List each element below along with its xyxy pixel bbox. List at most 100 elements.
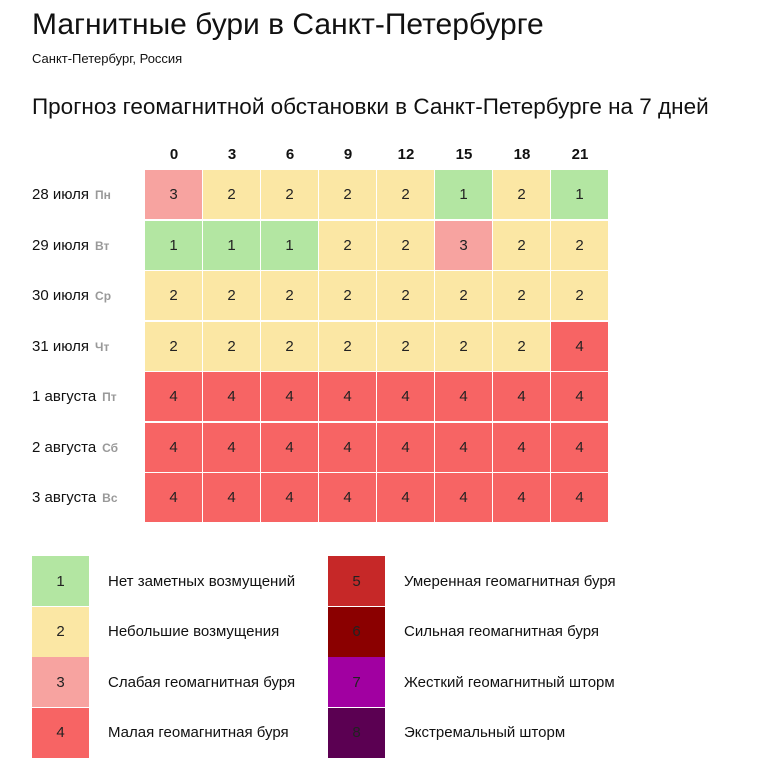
day-label: 29 июля Вт [32,221,109,271]
day-label: 31 июля Чт [32,322,109,372]
legend-swatch: 1 [32,556,89,606]
legend-item: 7 Жесткий геомагнитный шторм [328,657,615,707]
day-date: 2 августа [32,438,97,456]
legend-swatch: 7 [328,657,385,707]
heatmap-cell: 2 [203,271,260,320]
heatmap-cell: 2 [377,220,434,270]
heatmap-cell: 4 [145,473,202,522]
legend-swatch: 3 [32,657,89,707]
day-date: 28 июля [32,186,90,203]
heatmap-cell: 4 [261,473,318,522]
legend-swatch: 6 [328,606,385,657]
legend-swatch: 5 [328,556,385,606]
heatmap-cell: 4 [551,422,608,472]
heatmap-cell: 1 [435,170,492,219]
day-of-week: Вт [95,238,110,253]
heatmap-cell: 2 [261,271,318,320]
day-of-week: Ср [95,289,112,303]
day-date: 29 июля [32,236,90,254]
day-of-week: Пт [102,390,117,404]
legend-item: 5 Умеренная геомагнитная буря [328,556,616,606]
legend-label: Слабая геомагнитная буря [108,673,296,691]
heatmap-cell: 4 [377,422,434,472]
heatmap-cell: 4 [203,372,260,421]
heatmap-cell: 4 [493,422,550,472]
heatmap-cell: 2 [493,220,550,270]
heatmap-cell: 4 [493,372,550,421]
heatmap-cell: 1 [551,170,608,219]
day-date: 30 июля [32,287,90,304]
heatmap-cell: 2 [261,170,318,219]
legend-item: 1 Нет заметных возмущений [32,556,295,606]
heatmap-cell: 4 [203,473,260,522]
day-date: 1 августа [32,388,97,405]
heatmap-cell: 2 [493,321,550,371]
legend-item: 3 Слабая геомагнитная буря [32,657,295,707]
legend-swatch: 2 [32,606,89,657]
legend-swatch: 8 [328,707,385,758]
heatmap-cell: 2 [493,271,550,320]
heatmap-cell: 2 [377,170,434,219]
location-label: Санкт-Петербург, Россия [32,51,183,66]
heatmap-cell: 2 [435,321,492,371]
legend-swatch: 4 [32,707,89,758]
heatmap-cell: 4 [435,372,492,421]
heatmap-cell: 4 [261,422,318,472]
day-label: 2 августа Сб [32,423,118,473]
heatmap-cell: 3 [145,170,202,219]
heatmap-cell: 2 [377,321,434,371]
legend-label: Сильная геомагнитная буря [404,623,599,640]
legend-item: 8 Экстремальный шторм [328,707,566,758]
heatmap-cell: 4 [493,473,550,522]
heatmap-cell: 2 [203,321,260,371]
heatmap-cell: 4 [145,372,202,421]
heatmap-cell: 2 [377,271,434,320]
legend-item: 4 Малая геомагнитная буря [32,707,289,758]
heatmap-cell: 2 [551,271,608,320]
hour-header: 3 [227,146,237,163]
day-label: 3 августа Вс [32,473,118,523]
heatmap-cell: 2 [145,271,202,320]
heatmap-cell: 2 [319,321,376,371]
heatmap-cell: 2 [319,220,376,270]
hour-header: 9 [343,146,353,163]
hour-header: 12 [397,146,415,163]
heatmap-cell: 4 [377,372,434,421]
heatmap-cell: 1 [145,220,202,270]
day-label: 30 июля Ср [32,271,111,321]
heatmap-cell: 2 [319,170,376,219]
heatmap-cell: 3 [435,220,492,270]
legend-label: Малая геомагнитная буря [108,724,289,741]
heatmap-cell: 4 [551,321,608,371]
legend-label: Жесткий геомагнитный шторм [404,673,615,691]
day-of-week: Сб [102,440,119,455]
heatmap-cell: 2 [551,220,608,270]
hour-header: 0 [169,146,179,163]
hour-header: 6 [285,146,295,163]
legend-label: Умеренная геомагнитная буря [404,572,616,590]
heatmap-cell: 2 [493,170,550,219]
day-date: 3 августа [32,489,97,506]
legend-item: 6 Сильная геомагнитная буря [328,606,599,657]
heatmap-cell: 2 [203,170,260,219]
heatmap-cell: 2 [435,271,492,320]
hour-header: 18 [513,146,531,163]
heatmap-cell: 2 [145,321,202,371]
hour-header: 21 [571,146,589,163]
legend-label: Экстремальный шторм [404,724,566,741]
legend-label: Нет заметных возмущений [108,572,296,590]
heatmap-cell: 4 [203,422,260,472]
day-of-week: Чт [95,339,110,354]
heatmap-cell: 1 [261,220,318,270]
legend-label: Небольшие возмущения [108,623,280,640]
heatmap-cell: 2 [319,271,376,320]
heatmap-cell: 2 [261,321,318,371]
heatmap-cell: 4 [319,372,376,421]
heatmap-cell: 1 [203,220,260,270]
heatmap-cell: 4 [145,422,202,472]
hour-header: 15 [455,146,473,163]
heatmap-cell: 4 [319,422,376,472]
day-date: 31 июля [32,337,90,355]
page-title: Магнитные бури в Санкт-Петербурге [32,8,544,41]
heatmap-cell: 4 [435,422,492,472]
